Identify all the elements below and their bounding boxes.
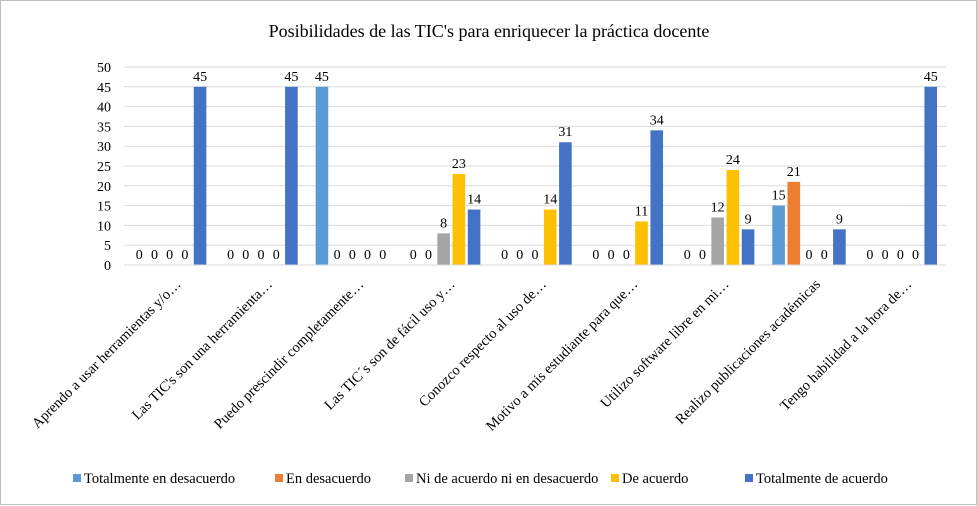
data-label: 0: [532, 248, 539, 263]
data-label: 0: [379, 248, 386, 263]
data-label: 11: [635, 204, 648, 219]
bar: [787, 181, 801, 265]
y-tick-label: 20: [97, 180, 111, 195]
gridlines: [124, 66, 946, 266]
legend-label: De acuerdo: [622, 471, 688, 487]
data-label: 0: [227, 248, 234, 263]
y-tick-label: 50: [97, 61, 111, 76]
x-category-label: Motivo a mis estudiante para que…: [483, 277, 641, 435]
data-label: 45: [193, 70, 207, 85]
y-tick-label: 45: [97, 81, 111, 96]
bar: [559, 142, 572, 265]
bar: [437, 233, 450, 265]
bar: [833, 229, 846, 265]
chart-title: Posibilidades de las TIC's para enriquec…: [269, 21, 710, 41]
data-label: 23: [452, 157, 466, 172]
legend-swatch: [745, 474, 753, 482]
bar: [543, 209, 557, 265]
legend-swatch: [73, 474, 81, 482]
data-label: 0: [334, 248, 341, 263]
data-label: 0: [699, 248, 706, 263]
bar: [711, 217, 724, 265]
bar: [650, 130, 664, 265]
bar: [452, 173, 466, 265]
data-label: 0: [181, 248, 188, 263]
y-tick-label: 5: [104, 239, 111, 254]
x-category-label: Realizo publicaciones académicas: [672, 276, 824, 428]
data-label: 0: [912, 248, 919, 263]
bar: [467, 209, 481, 265]
data-label: 24: [726, 153, 740, 168]
y-tick-label: 25: [97, 160, 111, 175]
y-tick-label: 10: [97, 219, 111, 234]
data-label: 0: [501, 248, 508, 263]
data-label: 0: [866, 248, 873, 263]
data-label: 45: [315, 70, 329, 85]
data-label: 0: [897, 248, 904, 263]
bars: [193, 86, 938, 265]
y-tick-label: 0: [104, 259, 111, 274]
data-label: 21: [787, 165, 801, 180]
legend-swatch: [405, 474, 413, 482]
y-tick-label: 15: [97, 200, 111, 215]
data-label: 0: [821, 248, 828, 263]
data-label: 0: [136, 248, 143, 263]
data-label: 14: [467, 193, 481, 208]
legend-label: Ni de acuerdo ni en desacuerdo: [416, 471, 598, 487]
data-label: 0: [806, 248, 813, 263]
legend-swatch: [611, 474, 619, 482]
data-label: 0: [273, 248, 280, 263]
data-label: 0: [242, 248, 249, 263]
legend-label: En desacuerdo: [286, 471, 371, 487]
x-category-label: Puedo prescindir completamente…: [211, 277, 367, 433]
bar: [726, 169, 740, 265]
data-label: 45: [284, 70, 298, 85]
data-label: 0: [410, 248, 417, 263]
data-label: 0: [349, 248, 356, 263]
data-label: 15: [772, 189, 786, 204]
bar: [193, 86, 207, 265]
legend-label: Totalmente en desacuerdo: [84, 471, 235, 487]
bar: [315, 86, 329, 265]
legend-label: Totalmente de acuerdo: [756, 471, 888, 487]
data-label: 8: [440, 216, 447, 231]
data-label: 0: [258, 248, 265, 263]
bar: [741, 229, 755, 265]
legend: Totalmente en desacuerdo En desacuerdo Ni …: [73, 471, 888, 487]
legend-swatch: [275, 474, 283, 482]
data-label: 12: [711, 200, 725, 215]
bar: [635, 221, 648, 265]
data-label: 0: [166, 248, 173, 263]
data-label: 0: [364, 248, 371, 263]
data-label: 0: [684, 248, 691, 263]
data-label: 0: [516, 248, 523, 263]
data-label: 0: [592, 248, 599, 263]
bar: [924, 86, 938, 265]
data-label: 14: [543, 193, 557, 208]
data-label: 9: [836, 212, 843, 227]
data-label: 0: [882, 248, 889, 263]
x-axis: Aprendo a usar herramientas y/o…Las TIC'…: [29, 264, 946, 435]
bar: [285, 86, 298, 265]
data-label: 34: [650, 113, 664, 128]
data-label: 45: [924, 70, 938, 85]
data-label: 9: [745, 212, 752, 227]
y-tick-label: 40: [97, 101, 111, 116]
y-tick-label: 35: [97, 120, 111, 135]
bar: [772, 205, 785, 265]
x-category-label: Aprendo a usar herramientas y/o…: [29, 277, 184, 432]
data-label: 0: [608, 248, 615, 263]
data-label: 0: [151, 248, 158, 263]
data-label: 0: [425, 248, 432, 263]
data-label: 0: [623, 248, 630, 263]
y-axis: 0 5 10 15 20 25 30 35 40 45 50: [97, 61, 111, 274]
data-label: 31: [558, 125, 572, 140]
y-tick-label: 30: [97, 140, 111, 155]
